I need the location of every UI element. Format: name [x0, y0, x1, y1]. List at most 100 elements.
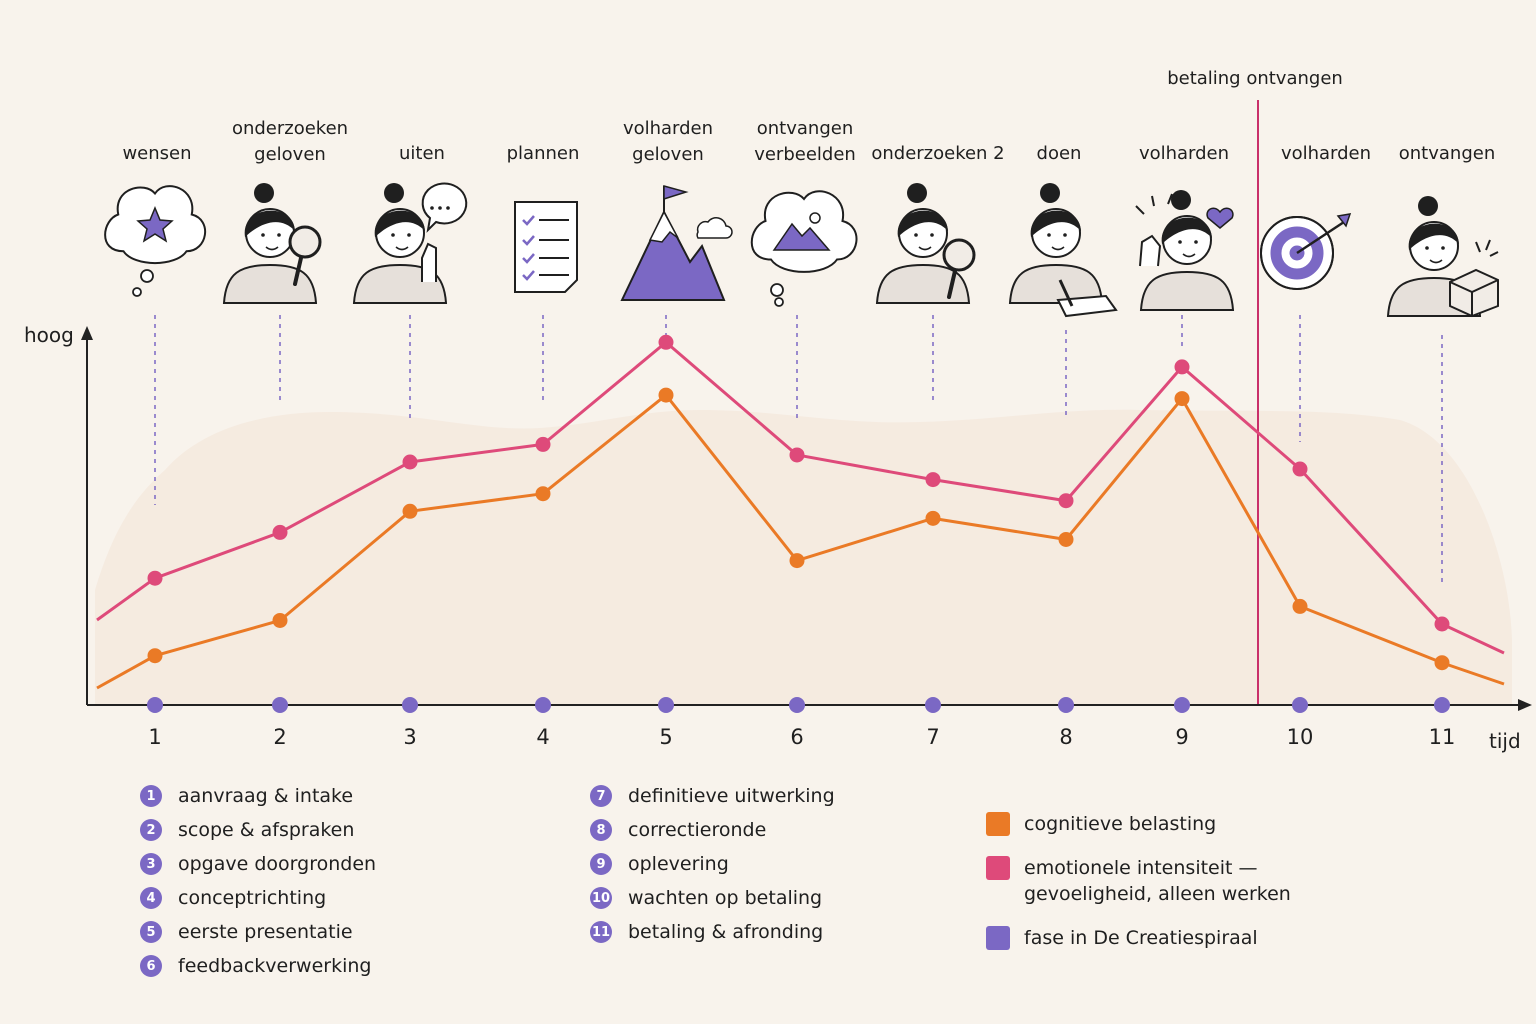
steps-legend-left: 1 aanvraag & intake 2 scope & afspraken 3 opg… [140, 779, 376, 983]
person-writing-icon [1008, 183, 1118, 318]
phase-guides [154, 315, 1443, 585]
magnifier-handle [947, 269, 957, 299]
series-2-point-10 [1292, 461, 1308, 477]
raised-hand [1139, 234, 1162, 267]
person-magnifier-icon [222, 183, 322, 304]
x-tick-1: 1 [148, 725, 161, 749]
dot [430, 206, 434, 210]
phase-label-9: volharden [1138, 143, 1230, 164]
pen [1058, 279, 1074, 307]
heart [1206, 207, 1234, 229]
dot [438, 206, 442, 210]
dot [446, 206, 450, 210]
series-key: cognitieve belasting emotionele intensite… [986, 811, 1406, 969]
step-number-badge: 10 [590, 887, 612, 909]
spark [1489, 251, 1499, 257]
phase-label-3: uiten [399, 143, 445, 164]
check [522, 235, 535, 246]
x-tick-5: 5 [659, 725, 672, 749]
step-number-badge: 1 [140, 785, 162, 807]
phase-dot-9 [1174, 697, 1190, 713]
step-label: opgave doorgronden [178, 853, 377, 875]
hair [1030, 210, 1081, 237]
smile [1051, 246, 1065, 251]
hair [897, 210, 948, 237]
y-axis-arrow [81, 326, 93, 340]
eye [261, 233, 265, 237]
step-label: betaling & afronding [628, 921, 824, 943]
phase-label-8: doen [1036, 143, 1082, 164]
series-2-point-2 [272, 524, 288, 540]
series-points [147, 334, 1450, 671]
person-speech-icon [352, 182, 468, 304]
bubble [132, 287, 142, 297]
legend-step-7: 7 definitieve uitwerking [590, 779, 835, 813]
series-2-point-5 [658, 334, 674, 350]
speech-bubble [421, 182, 468, 233]
phase-label-7: onderzoeken 2 [871, 143, 1005, 164]
legend-key-label: emotionele intensiteit — gevoeligheid, a… [1024, 857, 1291, 905]
legend-step-11: 11 betaling & afronding [590, 915, 835, 949]
arrow-head [1336, 213, 1352, 228]
arrow [1296, 220, 1345, 255]
series-1-point-6 [789, 553, 805, 569]
snowcap [648, 210, 679, 243]
phase-dot-4 [535, 697, 551, 713]
magnifier-handle [293, 256, 303, 286]
paper [1056, 294, 1118, 318]
phase-dot-10 [1292, 697, 1308, 713]
thought-mountain-icon [750, 190, 858, 307]
spark [1167, 193, 1173, 205]
paper [514, 201, 578, 293]
x-axis-arrow [1518, 699, 1532, 711]
series-2-point-1 [147, 570, 163, 586]
thought-star-icon [104, 185, 207, 297]
hair-bun [384, 183, 404, 203]
legend-step-4: 4 conceptrichting [140, 881, 376, 915]
sun [809, 212, 821, 224]
shirt [222, 263, 318, 304]
hair [1408, 223, 1459, 250]
box-edges [1449, 279, 1499, 316]
series-1-point-8 [1058, 531, 1074, 547]
bubble [774, 297, 784, 307]
phase-icons [104, 182, 1499, 318]
series-2-point-8 [1058, 493, 1074, 509]
x-tick-11: 11 [1429, 725, 1456, 749]
phase-dot-1 [147, 697, 163, 713]
eye [1063, 233, 1067, 237]
phase-label-5: volharden geloven [622, 118, 714, 165]
step-label: definitieve uitwerking [628, 785, 835, 807]
series-1-point-2 [272, 612, 288, 628]
phase-dot-6 [789, 697, 805, 713]
step-label: oplevering [628, 853, 729, 875]
smile [1182, 253, 1196, 258]
phase-dots [147, 697, 1450, 713]
phase-dot-5 [658, 697, 674, 713]
series-1-point-3 [402, 503, 418, 519]
spark [1135, 205, 1145, 215]
step-number-badge: 5 [140, 921, 162, 943]
spark [1485, 239, 1491, 251]
phase-dot-3 [402, 697, 418, 713]
x-tick-10: 10 [1287, 725, 1314, 749]
legend-key-label: fase in De Creatiespiraal [1024, 927, 1258, 949]
legend-step-8: 8 correctieronde [590, 813, 835, 847]
legend-swatch [986, 812, 1010, 836]
phase-dot-2 [272, 697, 288, 713]
series-2-point-4 [535, 436, 551, 452]
step-label: conceptrichting [178, 887, 327, 909]
phase-label-1: wensen [122, 143, 192, 164]
legend-step-5: 5 eerste presentatie [140, 915, 376, 949]
series-1-point-11 [1434, 655, 1450, 671]
person-heart-icon [1135, 190, 1235, 311]
bubble [140, 269, 154, 283]
waving-hand [421, 242, 437, 282]
spark [1475, 241, 1481, 253]
phase-label-11: ontvangen [1398, 143, 1496, 164]
payment-annotation: betaling ontvangen [1167, 68, 1343, 89]
hair [244, 210, 295, 237]
mountain-flag-icon [620, 185, 733, 301]
hair-bun [1418, 196, 1438, 216]
